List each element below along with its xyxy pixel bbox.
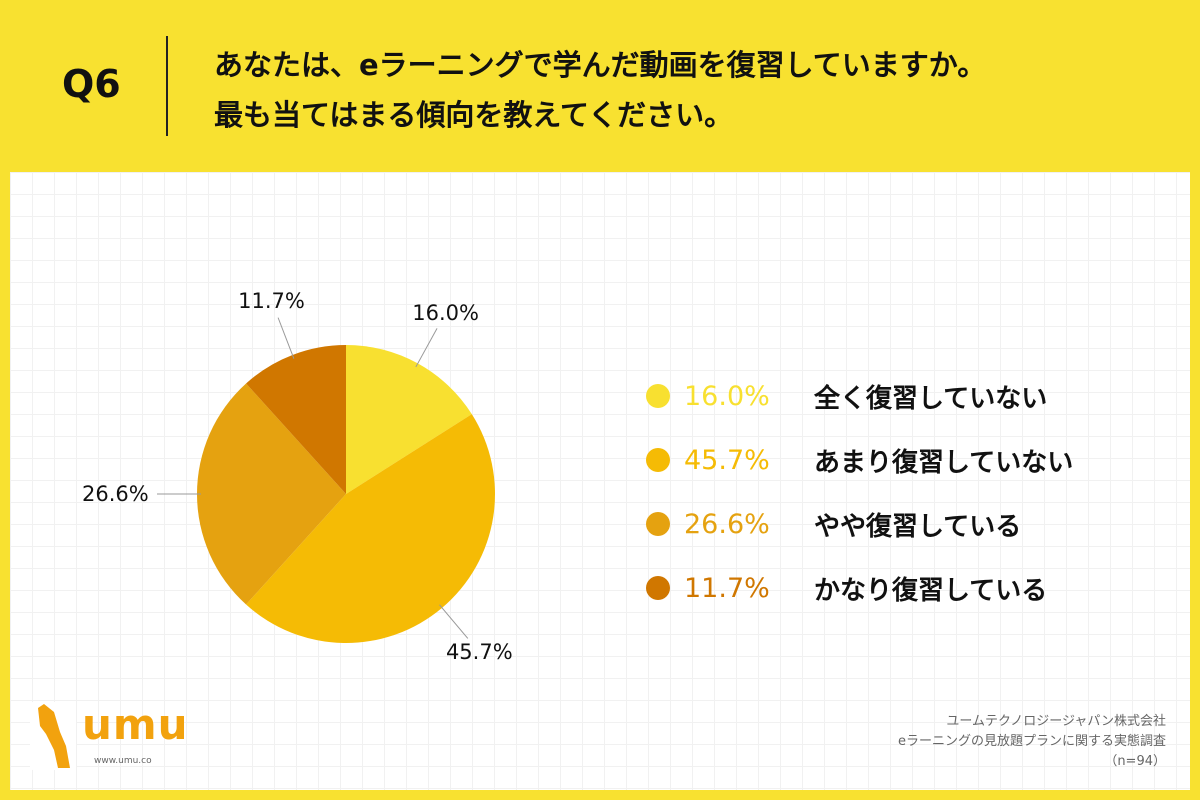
source-sample-size: （n=94） [1104,754,1166,769]
pie-chart [157,317,496,643]
legend-swatch [646,448,670,472]
pie-slice [246,414,496,643]
legend-label: あまり復習していない [814,447,1074,478]
question-text: あなたは、eラーニングで学んだ動画を復習していますか。 最も当てはまる傾向を教え… [214,40,986,140]
pie-slice [197,383,346,605]
legend-swatch [646,576,670,600]
slice-value-label: 26.6% [82,482,149,506]
legend-swatch [646,384,670,408]
legend-percent: 26.6% [684,508,770,540]
legend-percent: 45.7% [684,444,770,476]
legend-label: かなり復習している [814,575,1048,606]
legend-swatch [646,512,670,536]
legend-percent: 11.7% [684,572,770,604]
question-line-1: あなたは、eラーニングで学んだ動画を復習していますか。 [214,48,987,82]
leader-line [277,317,295,359]
legend-item: 26.6% やや復習している [646,492,1073,556]
legend-item: 45.7% あまり復習していない [646,428,1073,492]
logo-wordmark: umu [82,700,189,749]
umu-logo: umu www.umu.co [30,700,200,780]
legend-item: 16.0% 全く復習していない [646,364,1073,428]
legend-item: 11.7% かなり復習している [646,556,1073,620]
legend-label: 全く復習していない [814,383,1048,414]
question-number: Q6 [62,62,121,106]
source-note: ユームテクノロジージャパン株式会社 eラーニングの見放題プランに関する実態調査 … [898,712,1166,772]
source-company: ユームテクノロジージャパン株式会社 [946,714,1166,729]
legend-percent: 16.0% [684,380,770,412]
question-line-2: 最も当てはまる傾向を教えてください。 [214,98,734,132]
question-header: Q6 あなたは、eラーニングで学んだ動画を復習していますか。 最も当てはまる傾向… [0,0,1200,170]
header-divider [166,36,168,136]
legend: 16.0% 全く復習していない 45.7% あまり復習していない 26.6% やや復習して… [646,364,1073,620]
giraffe-logo-icon [30,702,76,770]
logo-url: www.umu.co [94,756,152,766]
legend-label: やや復習している [814,511,1022,542]
pie-slice [246,345,346,494]
slice-value-label: 11.7% [238,288,305,313]
source-survey: eラーニングの見放題プランに関する実態調査 [898,734,1166,749]
chart-panel: 16.0% 全く復習していない 45.7% あまり復習していない 26.6% やや復習して… [10,172,1190,790]
leader-line [415,328,438,368]
slice-value-label: 16.0% [412,300,479,325]
slice-value-label: 45.7% [445,640,513,665]
pie-slice [346,345,472,494]
leader-line [439,604,469,639]
